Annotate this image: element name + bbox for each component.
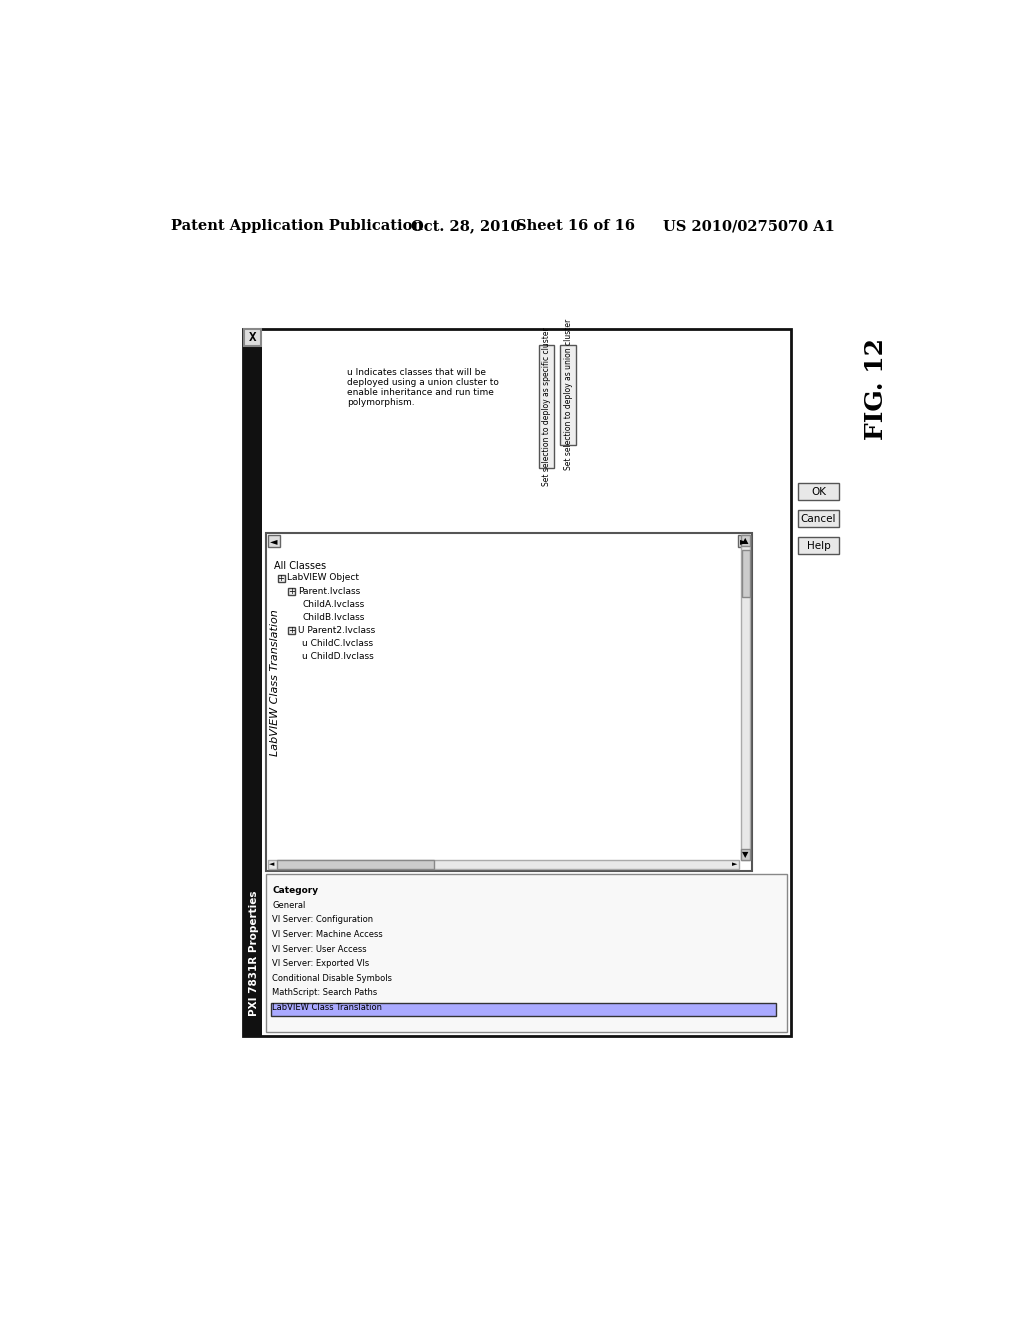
Text: ChildB.lvclass: ChildB.lvclass [302, 612, 365, 622]
Text: Parent.lvclass: Parent.lvclass [298, 586, 360, 595]
Bar [289, 589, 295, 595]
Text: Conditional Disable Symbols: Conditional Disable Symbols [272, 974, 392, 983]
Text: Set selection to deploy as specific cluster: Set selection to deploy as specific clus… [542, 327, 551, 486]
Bar [276, 859, 434, 869]
Text: ▲: ▲ [742, 536, 749, 545]
Bar [267, 859, 739, 869]
Bar [289, 627, 295, 635]
Bar [741, 849, 751, 859]
Bar [267, 535, 280, 548]
Text: VI Server: Configuration: VI Server: Configuration [272, 915, 374, 924]
Text: +: + [278, 574, 285, 583]
Text: u ChildD.lvclass: u ChildD.lvclass [302, 652, 374, 661]
Bar [539, 345, 554, 469]
Text: Oct. 28, 2010: Oct. 28, 2010 [411, 219, 520, 234]
Text: +: + [289, 587, 295, 597]
Text: VI Server: Exported VIs: VI Server: Exported VIs [272, 960, 370, 968]
Text: LabVIEW Class Translation: LabVIEW Class Translation [270, 610, 281, 756]
Text: Sheet 16 of 16: Sheet 16 of 16 [515, 219, 635, 234]
Text: Category: Category [272, 886, 318, 895]
Text: Patent Application Publication: Patent Application Publication [171, 219, 423, 234]
Text: MathScript: Search Paths: MathScript: Search Paths [272, 989, 378, 998]
Text: enable inheritance and run time: enable inheritance and run time [347, 388, 495, 397]
Text: ChildA.lvclass: ChildA.lvclass [302, 599, 365, 609]
Bar [741, 550, 750, 597]
Text: ◄: ◄ [270, 536, 278, 546]
Bar [738, 535, 751, 548]
Bar [266, 874, 786, 1032]
Text: VI Server: Machine Access: VI Server: Machine Access [272, 929, 383, 939]
Bar [741, 535, 751, 859]
Bar [245, 330, 261, 346]
Text: All Classes: All Classes [273, 561, 326, 572]
Bar [266, 533, 752, 871]
Text: ►: ► [740, 536, 748, 546]
Text: Cancel: Cancel [801, 513, 837, 524]
Text: FIG. 12: FIG. 12 [864, 338, 888, 441]
Text: VI Server: User Access: VI Server: User Access [272, 945, 367, 953]
Bar [741, 535, 751, 545]
Text: General: General [272, 900, 305, 909]
Text: PXI 7831R Properties: PXI 7831R Properties [249, 891, 259, 1016]
Text: ►: ► [732, 862, 737, 867]
Text: Help: Help [807, 541, 830, 550]
Text: LabVIEW Object: LabVIEW Object [287, 573, 358, 582]
Bar [270, 1003, 776, 1016]
Bar [560, 345, 575, 445]
Text: LabVIEW Class Translation: LabVIEW Class Translation [272, 1003, 382, 1012]
Text: deployed using a union cluster to: deployed using a union cluster to [347, 378, 500, 387]
Bar [799, 511, 839, 527]
Text: u Indicates classes that will be: u Indicates classes that will be [347, 368, 486, 376]
Text: Set selection to deploy as union cluster: Set selection to deploy as union cluster [563, 319, 572, 470]
Text: OK: OK [811, 487, 826, 496]
Text: ◄: ◄ [269, 862, 274, 867]
Bar [799, 537, 839, 554]
Text: U Parent2.lvclass: U Parent2.lvclass [298, 626, 375, 635]
Text: polymorphism.: polymorphism. [347, 397, 415, 407]
Text: ▼: ▼ [742, 850, 749, 859]
Text: u ChildC.lvclass: u ChildC.lvclass [302, 639, 374, 648]
Text: +: + [289, 626, 295, 635]
Text: US 2010/0275070 A1: US 2010/0275070 A1 [663, 219, 835, 234]
Text: X: X [249, 331, 257, 345]
Bar [799, 483, 839, 500]
Bar [278, 576, 285, 582]
Bar [243, 330, 791, 1036]
Bar [243, 330, 262, 1036]
